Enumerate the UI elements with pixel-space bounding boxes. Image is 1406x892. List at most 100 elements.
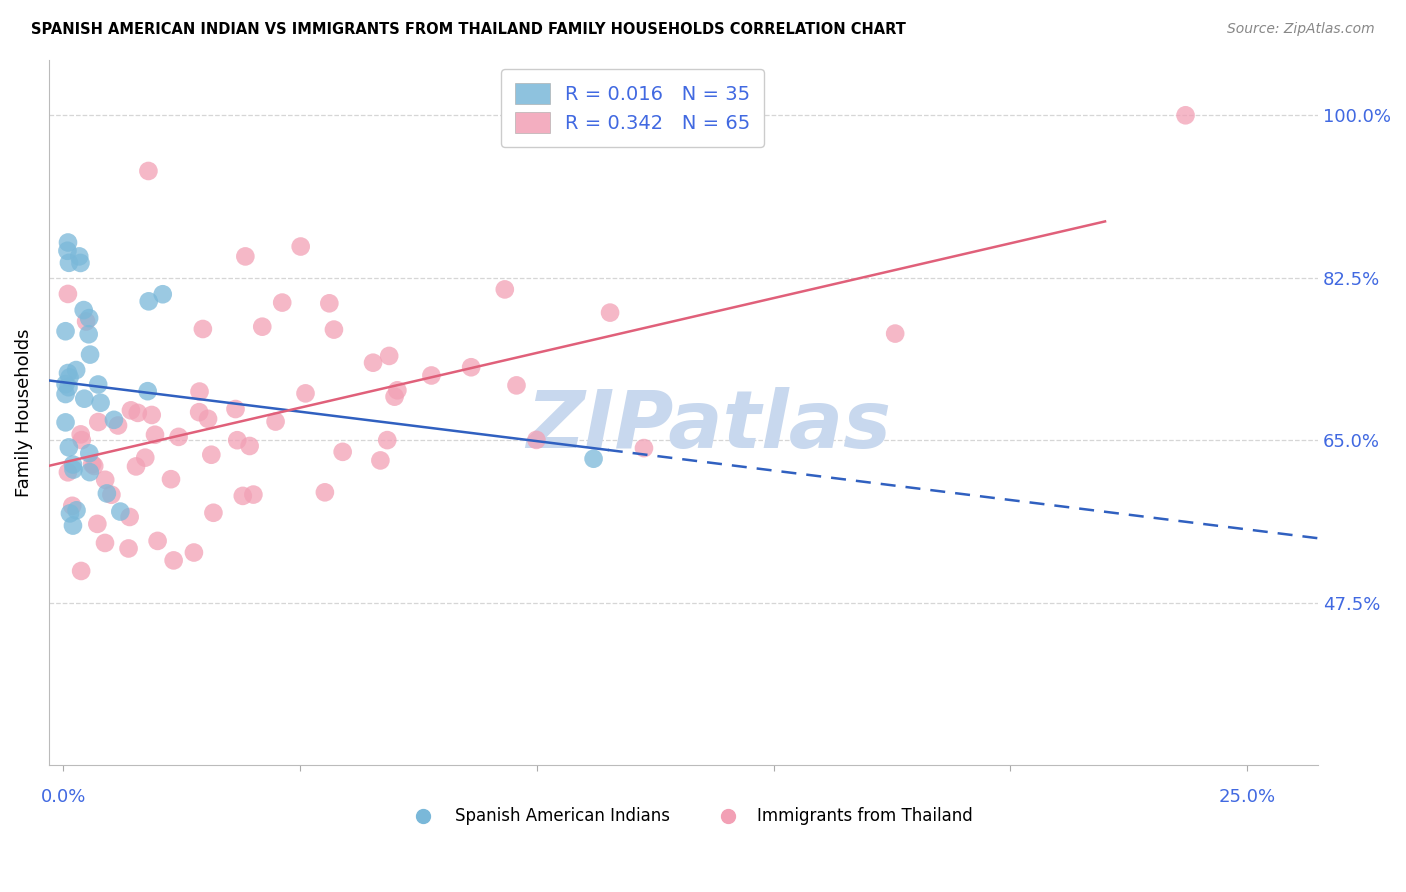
Point: [242, 487, 264, 501]
Point: [162, 553, 184, 567]
Point: [384, 390, 406, 404]
Point: [387, 384, 409, 398]
Text: ZIPatlas: ZIPatlas: [526, 387, 891, 466]
Point: [82, 457, 104, 471]
Text: Immigrants from Thailand: Immigrants from Thailand: [758, 807, 973, 825]
Text: 25.0%: 25.0%: [1219, 789, 1275, 806]
Point: [69, 427, 91, 442]
Point: [56, 366, 79, 380]
Point: [460, 360, 482, 375]
Point: [136, 384, 159, 399]
Y-axis label: Family Households: Family Households: [15, 328, 32, 497]
Point: [56, 287, 79, 301]
Point: [264, 415, 287, 429]
Point: [94, 473, 117, 487]
Point: [232, 489, 254, 503]
Point: [75, 314, 97, 328]
Point: [332, 445, 354, 459]
Point: [79, 446, 101, 460]
Point: [107, 418, 129, 433]
Point: [103, 413, 125, 427]
Point: [55, 416, 77, 430]
Point: [58, 380, 80, 394]
Point: [56, 244, 79, 258]
Point: [167, 430, 190, 444]
Point: [120, 403, 142, 417]
Text: Spanish American Indians: Spanish American Indians: [456, 807, 671, 825]
Point: [55, 324, 77, 338]
Point: [73, 303, 96, 318]
Point: [77, 311, 100, 326]
Text: Source: ZipAtlas.com: Source: ZipAtlas.com: [1227, 22, 1375, 37]
Point: [87, 415, 110, 429]
Point: [188, 405, 211, 419]
Point: [314, 485, 336, 500]
Point: [59, 507, 82, 521]
Point: [183, 545, 205, 559]
Point: [252, 319, 274, 334]
Text: SPANISH AMERICAN INDIAN VS IMMIGRANTS FROM THAILAND FAMILY HOUSEHOLDS CORRELATIO: SPANISH AMERICAN INDIAN VS IMMIGRANTS FR…: [31, 22, 905, 37]
Point: [62, 518, 84, 533]
Point: [138, 294, 160, 309]
Point: [134, 450, 156, 465]
Point: [79, 465, 101, 479]
Point: [361, 356, 384, 370]
Point: [152, 287, 174, 301]
Point: [378, 349, 401, 363]
Point: [117, 541, 139, 556]
Point: [96, 486, 118, 500]
Point: [65, 503, 87, 517]
Point: [79, 348, 101, 362]
Point: [56, 235, 79, 250]
Point: [56, 465, 79, 479]
Point: [290, 239, 312, 253]
Point: [271, 295, 294, 310]
Point: [191, 322, 214, 336]
Point: [1174, 108, 1197, 122]
Point: [94, 536, 117, 550]
Point: [160, 472, 183, 486]
Point: [55, 377, 77, 392]
Point: [70, 564, 93, 578]
Text: 0.0%: 0.0%: [41, 789, 86, 806]
Point: [141, 408, 163, 422]
Point: [73, 392, 96, 406]
Point: [67, 249, 90, 263]
Legend: R = 0.016   N = 35, R = 0.342   N = 65: R = 0.016 N = 35, R = 0.342 N = 65: [502, 70, 765, 146]
Point: [83, 458, 105, 473]
Point: [235, 249, 257, 263]
Point: [69, 256, 91, 270]
Point: [197, 412, 219, 426]
Point: [633, 441, 655, 455]
Point: [58, 441, 80, 455]
Point: [294, 386, 316, 401]
Point: [110, 505, 132, 519]
Point: [60, 499, 83, 513]
Point: [239, 439, 262, 453]
Point: [323, 322, 346, 336]
Point: [55, 387, 77, 401]
Point: [86, 516, 108, 531]
Point: [375, 433, 398, 447]
Point: [143, 427, 166, 442]
Point: [70, 433, 93, 447]
Point: [65, 363, 87, 377]
Point: [100, 488, 122, 502]
Point: [582, 451, 605, 466]
Point: [599, 305, 621, 319]
Point: [77, 327, 100, 342]
Point: [200, 448, 222, 462]
Point: [146, 533, 169, 548]
Point: [370, 453, 392, 467]
Point: [58, 370, 80, 384]
Point: [226, 434, 249, 448]
Point: [138, 164, 160, 178]
Point: [420, 368, 443, 383]
Point: [526, 433, 548, 447]
Point: [58, 256, 80, 270]
Point: [884, 326, 907, 341]
Point: [87, 377, 110, 392]
Point: [188, 384, 211, 399]
Point: [225, 402, 247, 417]
Point: [202, 506, 225, 520]
